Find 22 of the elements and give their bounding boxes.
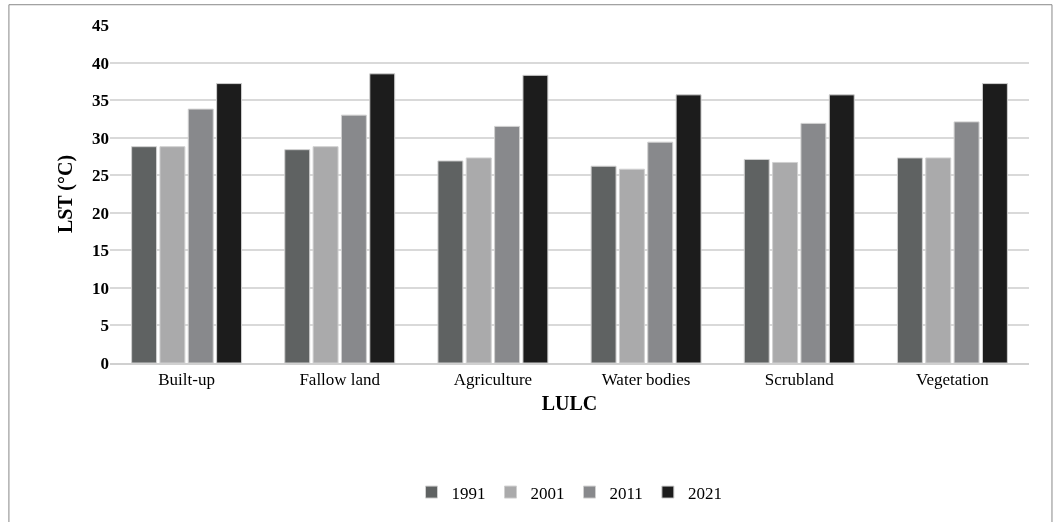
- y-tick-label: 45: [92, 15, 109, 35]
- x-tick-label: Fallow land: [299, 370, 381, 390]
- legend-label: 1991: [451, 483, 486, 503]
- y-tick-label: 35: [92, 91, 109, 111]
- x-tick-label: Vegetation: [916, 370, 990, 390]
- x-tick-label: Scrubland: [764, 370, 835, 390]
- x-tick-label: Water bodies: [601, 370, 691, 390]
- y-tick-label: 10: [92, 278, 109, 298]
- y-tick-label: 40: [92, 53, 109, 73]
- legend-label: 2001: [530, 483, 565, 503]
- legend-label: 2021: [687, 483, 722, 503]
- y-tick-label: 30: [92, 128, 109, 148]
- x-axis-title: LULC: [541, 392, 598, 415]
- x-tick-label: Agriculture: [453, 370, 533, 390]
- y-tick-label: 5: [100, 316, 109, 336]
- y-tick-label: 20: [92, 203, 109, 223]
- x-tick-label: Built-up: [158, 370, 215, 390]
- y-axis-title: LST (°C): [53, 154, 77, 234]
- legend-label: 2011: [609, 483, 643, 503]
- y-tick-label: 25: [92, 166, 109, 186]
- y-tick-label: 15: [92, 241, 109, 261]
- y-tick-label: 0: [100, 353, 109, 373]
